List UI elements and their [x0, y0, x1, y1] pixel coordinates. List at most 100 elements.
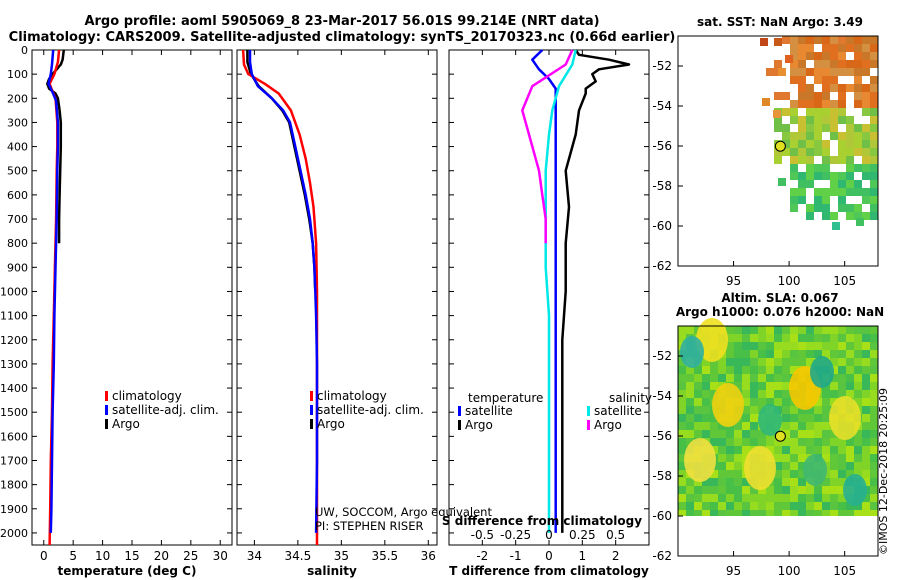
sst-cell [838, 36, 846, 44]
sla-cell [678, 334, 686, 342]
sla-cell [862, 374, 870, 382]
sla-cell [806, 438, 814, 446]
sla-cell [854, 342, 862, 350]
sla-cell [702, 510, 710, 516]
sla-cell [734, 454, 742, 462]
sla-cell [790, 478, 798, 486]
sla-cell [678, 446, 686, 454]
sst-cell [806, 92, 814, 100]
sla-cell [838, 350, 846, 358]
x-tick-label: -2 [476, 549, 488, 563]
sst-cell [822, 36, 830, 44]
sla-cell [774, 510, 782, 516]
sst-cell [846, 188, 854, 196]
sst-cell [790, 68, 798, 76]
sla-cell [822, 406, 830, 414]
sst-cell [790, 140, 798, 148]
sla-cell [718, 462, 726, 470]
sst-cell [798, 100, 806, 108]
sst-cell [806, 100, 814, 108]
sla-cell [830, 486, 838, 494]
sst-cell [846, 68, 854, 76]
sst-cell [830, 108, 838, 116]
sla-cell [814, 486, 822, 494]
sla-cell [806, 342, 814, 350]
sst-cell [782, 108, 790, 116]
sst-cell [854, 76, 862, 84]
sla-high-blob [696, 318, 728, 362]
sla-cell [774, 494, 782, 502]
sst-cell [838, 92, 846, 100]
sst-cell [870, 196, 878, 204]
sst-cell [806, 204, 814, 212]
depth-tick-label: 1200 [0, 334, 28, 347]
sla-cell [726, 350, 734, 358]
sla-cell [742, 398, 750, 406]
sla-cell [870, 446, 878, 454]
sla-cell [678, 478, 686, 486]
sla-cell [750, 422, 758, 430]
sst-cell [766, 68, 774, 76]
sla-cell [838, 374, 846, 382]
sla-cell [694, 494, 702, 502]
sst-cell [838, 100, 846, 108]
sst-cell [814, 132, 822, 140]
sst-cell [814, 116, 822, 124]
sst-cell [846, 44, 854, 52]
legend-label: satellite [465, 404, 513, 418]
legend-label: satellite-adj. clim. [317, 403, 424, 417]
sst-cell [838, 44, 846, 52]
sla-cell [734, 422, 742, 430]
sst-cell [838, 140, 846, 148]
sst-cell [838, 188, 846, 196]
sla-cell [870, 438, 878, 446]
sla-cell [678, 414, 686, 422]
sla-cell [734, 510, 742, 516]
sst-cell [782, 36, 790, 44]
sla-cell [774, 326, 782, 334]
sst-cell [862, 52, 870, 60]
sla-cell [846, 390, 854, 398]
sla-cell [870, 414, 878, 422]
sst-cell [846, 172, 854, 180]
sla-cell [774, 342, 782, 350]
sla-cell [686, 374, 694, 382]
sla-cell [806, 334, 814, 342]
sla-cell [766, 366, 774, 374]
x-axis-label: T difference from climatology [449, 564, 649, 578]
sla-cell [782, 422, 790, 430]
depth-tick-label: 800 [7, 237, 28, 250]
sla-cell [750, 502, 758, 510]
sla-cell [838, 494, 846, 502]
sla-cell [726, 478, 734, 486]
sst-cell [822, 92, 830, 100]
sla-cell [846, 350, 854, 358]
sst-cell [862, 68, 870, 76]
sst-cell [773, 110, 781, 118]
depth-tick-label: 1100 [0, 310, 28, 323]
top-tick-label: 0 [545, 528, 553, 542]
depth-tick-label: 700 [7, 213, 28, 226]
sla-cell [782, 358, 790, 366]
x-tick-label: 36 [421, 549, 436, 563]
depth-tick-label: 400 [7, 141, 28, 154]
sla-cell [798, 446, 806, 454]
sla-cell [734, 366, 742, 374]
sla-cell [870, 366, 878, 374]
sla-cell [774, 478, 782, 486]
sst-cell [846, 124, 854, 132]
sla-cell [758, 358, 766, 366]
sla-cell [742, 390, 750, 398]
sla-cell [750, 494, 758, 502]
sst-cell [830, 156, 838, 164]
depth-tick-label: 500 [7, 165, 28, 178]
sla-cell [718, 446, 726, 454]
x-tick-label: 20 [154, 549, 169, 563]
sla-cell [702, 366, 710, 374]
sla-cell [758, 398, 766, 406]
sst-cell [782, 92, 790, 100]
sst-cell [822, 212, 830, 220]
sla-cell [846, 374, 854, 382]
sla-cell [790, 486, 798, 494]
sla-cell [766, 350, 774, 358]
